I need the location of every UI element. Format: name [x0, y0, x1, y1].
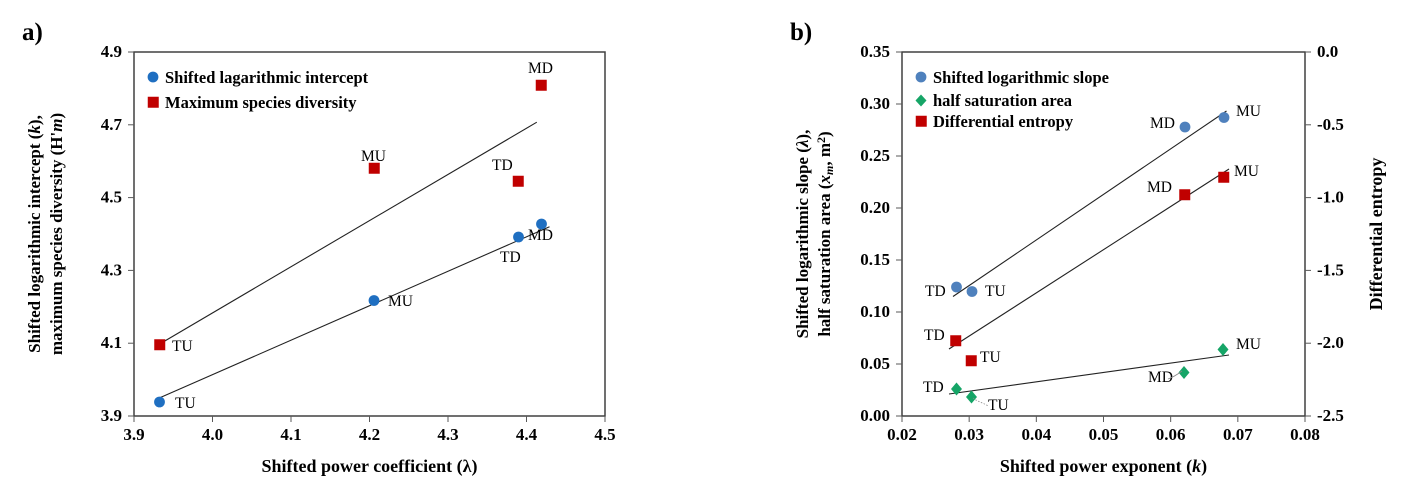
- svg-text:TD: TD: [924, 327, 945, 344]
- svg-text:Shifted logarithmic slope: Shifted logarithmic slope: [933, 68, 1109, 87]
- svg-text:MU: MU: [361, 148, 386, 165]
- svg-text:0.07: 0.07: [1223, 425, 1253, 444]
- svg-text:0.20: 0.20: [860, 198, 890, 217]
- svg-text:0.10: 0.10: [860, 302, 890, 321]
- svg-text:a): a): [22, 19, 43, 46]
- svg-text:4.0: 4.0: [202, 425, 223, 444]
- svg-text:TD: TD: [925, 283, 946, 300]
- svg-text:TU: TU: [980, 349, 1001, 366]
- svg-text:maximum species diversity (H'm: maximum species diversity (H'm): [47, 113, 66, 355]
- svg-text:0.08: 0.08: [1290, 425, 1320, 444]
- svg-text:4.9: 4.9: [101, 42, 122, 61]
- svg-text:Differential entropy: Differential entropy: [933, 112, 1074, 131]
- svg-text:TU: TU: [172, 338, 193, 355]
- svg-text:MU: MU: [388, 293, 413, 310]
- svg-text:0.30: 0.30: [860, 94, 890, 113]
- svg-text:4.1: 4.1: [101, 333, 122, 352]
- svg-text:TU: TU: [988, 397, 1009, 414]
- svg-text:Shifted power coefficient (λ): Shifted power coefficient (λ): [262, 456, 478, 477]
- svg-text:0.25: 0.25: [860, 146, 890, 165]
- svg-text:TD: TD: [492, 157, 513, 174]
- svg-text:-2.5: -2.5: [1317, 406, 1344, 425]
- svg-text:4.5: 4.5: [594, 425, 615, 444]
- svg-text:4.5: 4.5: [101, 188, 122, 207]
- svg-text:0.05: 0.05: [860, 354, 890, 373]
- svg-text:MD: MD: [528, 227, 553, 244]
- svg-text:0.15: 0.15: [860, 250, 890, 269]
- svg-text:MU: MU: [1236, 103, 1261, 120]
- svg-text:Shifted logarithmic intercept: Shifted logarithmic intercept (k),: [25, 115, 44, 353]
- svg-text:half saturation area: half saturation area: [933, 91, 1072, 110]
- svg-text:Shifted lagarithmic intercept: Shifted lagarithmic intercept: [165, 68, 369, 87]
- svg-text:MD: MD: [1147, 179, 1172, 196]
- svg-text:4.7: 4.7: [101, 115, 123, 134]
- svg-text:4.3: 4.3: [101, 260, 122, 279]
- svg-text:4.4: 4.4: [516, 425, 538, 444]
- svg-text:0.06: 0.06: [1156, 425, 1186, 444]
- svg-text:TD: TD: [923, 379, 944, 396]
- svg-text:3.9: 3.9: [101, 406, 122, 425]
- svg-text:-1.5: -1.5: [1317, 260, 1344, 279]
- svg-text:half saturation area (xm, m2): half saturation area (xm, m2): [814, 131, 836, 336]
- svg-text:-1.0: -1.0: [1317, 188, 1344, 207]
- svg-text:0.00: 0.00: [860, 406, 890, 425]
- svg-text:MU: MU: [1236, 336, 1261, 353]
- svg-text:MD: MD: [1148, 369, 1173, 386]
- svg-text:b): b): [790, 19, 812, 46]
- svg-text:Shifted logarithmic slope (λ),: Shifted logarithmic slope (λ),: [793, 130, 812, 339]
- svg-text:0.0: 0.0: [1317, 42, 1338, 61]
- svg-text:0.05: 0.05: [1089, 425, 1119, 444]
- svg-text:0.03: 0.03: [954, 425, 984, 444]
- svg-text:-2.0: -2.0: [1317, 333, 1344, 352]
- svg-text:-0.5: -0.5: [1317, 115, 1344, 134]
- svg-text:MD: MD: [1150, 115, 1175, 132]
- svg-text:0.02: 0.02: [887, 425, 917, 444]
- svg-text:Shifted power exponent (k): Shifted power exponent (k): [1000, 456, 1207, 477]
- svg-text:MU: MU: [1234, 163, 1259, 180]
- svg-text:TU: TU: [175, 395, 196, 412]
- svg-text:TU: TU: [985, 283, 1006, 300]
- svg-text:MD: MD: [528, 60, 553, 77]
- svg-text:0.35: 0.35: [860, 42, 890, 61]
- svg-text:4.3: 4.3: [437, 425, 458, 444]
- svg-text:3.9: 3.9: [123, 425, 144, 444]
- svg-text:4.1: 4.1: [280, 425, 301, 444]
- svg-text:TD: TD: [500, 249, 521, 266]
- svg-text:0.04: 0.04: [1021, 425, 1051, 444]
- svg-text:Maximum species diversity: Maximum species diversity: [165, 93, 357, 112]
- svg-text:4.2: 4.2: [359, 425, 380, 444]
- svg-text:Differential entropy: Differential entropy: [1366, 158, 1386, 311]
